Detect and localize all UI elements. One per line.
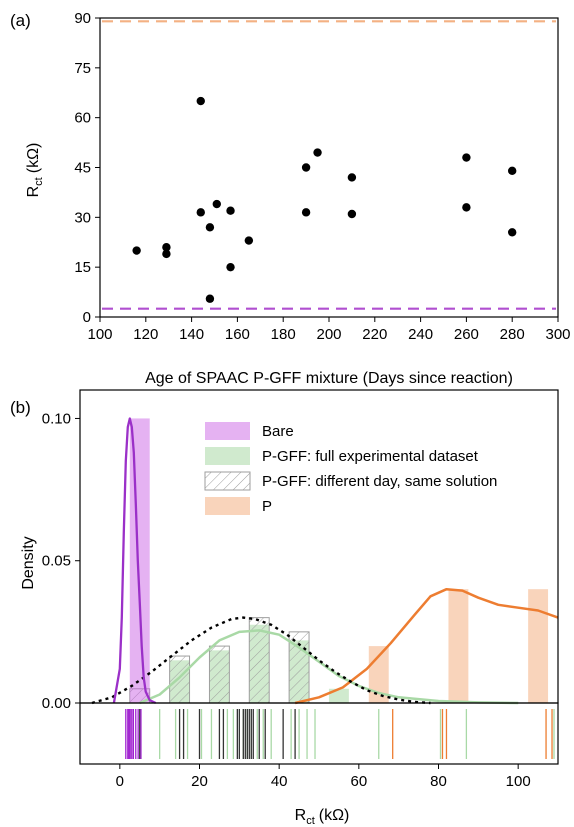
panel-a-data-point [313, 148, 322, 157]
svg-text:Rct(kΩ): Rct (kΩ) [25, 143, 45, 198]
panel-a-x-tick-label: 300 [545, 326, 570, 343]
panel-a-x-tick-label: 100 [87, 326, 112, 343]
panel-a-x-axis-title: Age of SPAAC P-GFF mixture (Days since r… [145, 370, 513, 387]
legend-swatch [204, 471, 251, 491]
panel-a-data-point [205, 223, 215, 232]
panel-a-x-tick-label: 280 [500, 326, 525, 343]
panel-a-data-point [301, 163, 311, 172]
panel-a-x-tick-label: 160 [225, 326, 250, 343]
panel-a-data-point [301, 208, 311, 217]
histogram-bar-p [448, 589, 469, 703]
panel-b-x-axis-title: Rct (kΩ) [295, 807, 350, 827]
panel-a-plot: 100 120 140 160 180 200 220 240 260 280 300 0 15 30 45… [74, 10, 570, 343]
panel-b-x-tick-label: 40 [271, 773, 288, 790]
panel-b-frame [79, 389, 559, 704]
density-curve-full-dataset [139, 629, 519, 705]
panel-a-x-tick-label: 180 [271, 326, 296, 343]
panel-b-y-tick-label: 0.05 [42, 553, 71, 570]
panel-a-data-point [205, 294, 215, 303]
panel-b-label: (b) [10, 398, 31, 417]
panel-a-y-axis-title-sub: ct [33, 177, 45, 186]
panel-a-x-tick-label: 140 [179, 326, 204, 343]
panel-a-frame [99, 17, 559, 318]
panel-a-x-tick-label: 120 [133, 326, 158, 343]
legend-label: P-GFF: full experimental dataset [262, 448, 479, 465]
panel-b-x-tick-label: 60 [350, 773, 367, 790]
panel-b-y-axis-title: Density [20, 536, 37, 589]
legend-label: P [262, 498, 272, 515]
panel-a-data-point [462, 153, 471, 162]
panel-a-data-point [508, 166, 517, 176]
rug-plot-frame [79, 702, 559, 765]
panel-a-x-tick-label: 240 [408, 326, 433, 343]
panel-a-y-tick-label: 45 [74, 160, 91, 177]
legend-swatch [205, 497, 250, 515]
panel-a-data-point [226, 262, 235, 272]
panel-a-data-point [462, 203, 471, 212]
histogram-bar-bare [129, 418, 150, 703]
panel-b-plot: 0 20 40 60 80 100 0.00 0.05 0.10 Bare P-GFF: full … [42, 389, 559, 790]
histogram-bar-different-day [208, 645, 230, 704]
panel-b-x-tick-label: 20 [191, 773, 208, 790]
legend-swatch [205, 422, 250, 440]
svg-text:Rct(kΩ): Rct (kΩ) [295, 807, 350, 827]
panel-a-data-point [244, 236, 254, 245]
panel-b-x-tick-label: 0 [116, 773, 124, 790]
panel-b-x-tick-label: 80 [430, 773, 447, 790]
svg-text:Density: Density [20, 536, 37, 589]
panel-a-data-point [347, 173, 357, 182]
density-curve-different-day [91, 616, 431, 705]
panel-a-data-point [226, 206, 235, 215]
panel-b-x-tick-label: 100 [506, 773, 531, 790]
panel-a-x-tick-label: 200 [316, 326, 341, 343]
panel-a-y-tick-label: 30 [74, 209, 91, 226]
panel-a-data-point [162, 249, 171, 259]
panel-a-x-tick-label: 220 [362, 326, 387, 343]
panel-a-data-point [196, 96, 205, 106]
panel-b-y-tick-label: 0.00 [42, 695, 71, 712]
panel-a-data-point [212, 199, 221, 209]
panel-b-y-tick-label: 0.10 [42, 410, 71, 427]
density-curve-p [294, 587, 559, 705]
panel-a-data-point [508, 228, 517, 237]
panel-a-y-axis-title-unit: (kΩ) [25, 143, 42, 174]
panel-b-x-axis-title-unit: (kΩ) [319, 807, 350, 824]
panel-a-y-tick-label: 15 [74, 259, 91, 276]
panel-a-data-point [162, 243, 171, 252]
panel-a-y-axis-title: Rct (kΩ) [25, 143, 45, 198]
legend-label: Bare [262, 423, 294, 440]
legend-swatch [205, 447, 250, 465]
panel-a-data-point [196, 208, 205, 217]
panel-b-x-axis-title-main: R [295, 807, 307, 824]
panel-a-data-point [132, 246, 141, 255]
panel-a-y-tick-label: 90 [74, 10, 91, 27]
panel-a-x-tick-label: 260 [454, 326, 479, 343]
panel-a-data-point [347, 209, 357, 219]
density-curve-bare [112, 417, 157, 705]
panel-a-y-tick-label: 75 [74, 60, 91, 77]
panel-a-y-tick-label: 60 [74, 110, 91, 127]
panel-a-label: (a) [10, 11, 31, 30]
panel-b-x-axis-title-sub: ct [306, 815, 315, 827]
legend-label: P-GFF: different day, same solution [262, 473, 497, 490]
legend: Bare P-GFF: full experimental dataset P-GF… [204, 422, 497, 515]
histogram-bar-p [528, 589, 549, 703]
panel-a-y-tick-label: 0 [83, 309, 91, 326]
histogram-bar-different-day [169, 655, 191, 704]
panel-a-y-axis-title-main: R [25, 186, 42, 198]
